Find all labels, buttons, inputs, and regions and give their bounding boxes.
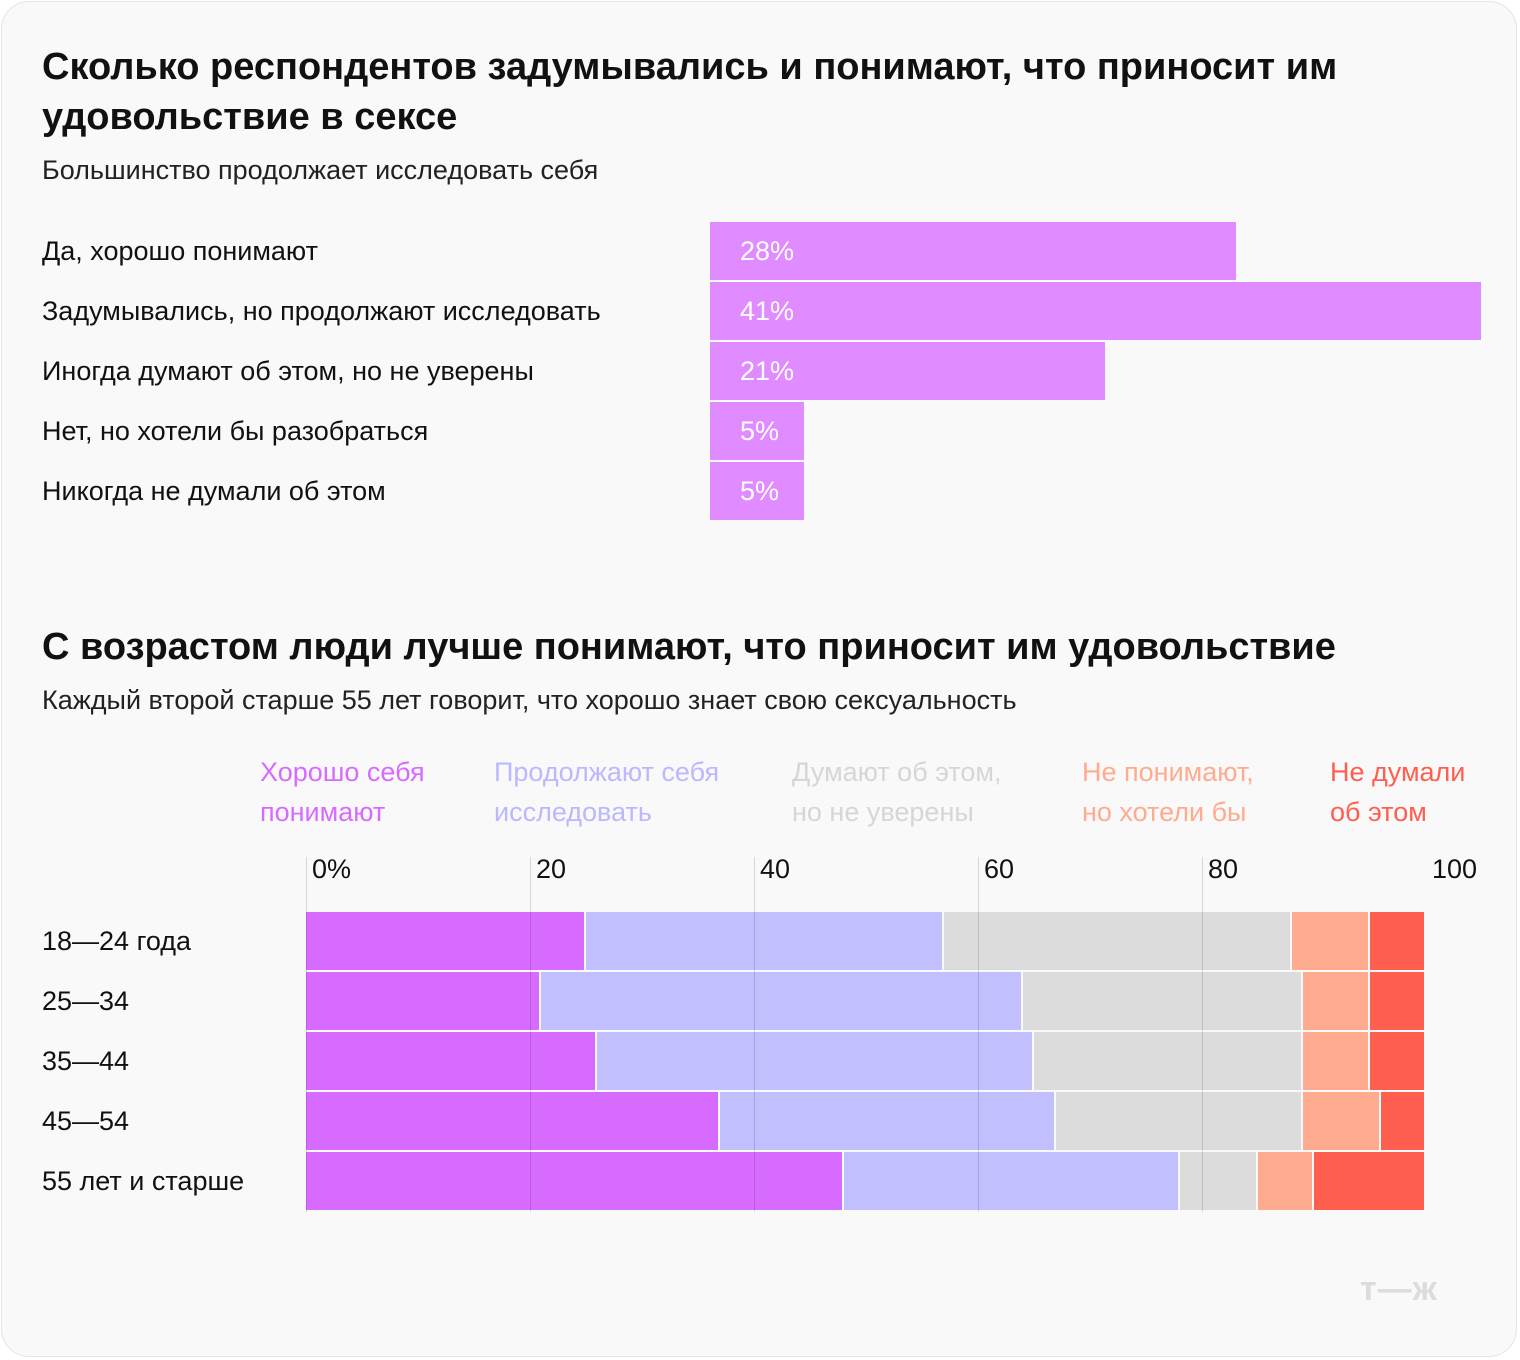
category-label: 35—44 [42,1046,130,1076]
legend-entry: Не думали об этом [1330,757,1466,827]
legend-entry: Хорошо себя понимают [260,757,425,827]
gridline [978,857,979,1212]
chart2-title: С возрастом люди лучше понимают, что при… [42,626,1336,668]
bar: 28% [710,222,1237,280]
data-label: 5% [740,476,780,506]
tick-label: 0% [312,854,352,884]
bar-segment [720,1092,1057,1150]
category-label: Нет, но хотели бы разобраться [42,416,429,446]
category-label: Иногда думают об этом, но не уверены [42,356,534,386]
gridline [1202,857,1203,1212]
bar-segment [1370,1032,1426,1090]
category-label: Никогда не думали об этом [42,476,386,506]
tick-label: 20 [536,854,567,884]
bar-segment [1381,1092,1426,1150]
bar-segment [1258,1152,1314,1210]
bar: 21% [710,342,1105,400]
chart1-subtitle: Большинство продолжает исследовать себя [42,155,599,185]
bar-segment [1056,1092,1303,1150]
bar-segment [843,1152,1180,1210]
tick-label: 80 [1208,854,1239,884]
category-label: 18—24 года [42,926,192,956]
chart2-subtitle: Каждый второй старше 55 лет говорит, что… [42,685,1017,715]
category-label: Задумывались, но продолжают исследовать [42,296,601,326]
bar: 5% [710,402,804,460]
bar-segment [1314,1152,1426,1210]
bar: 5% [710,462,804,520]
tzh-logo: т—ж [1360,1270,1438,1308]
category-label: 45—54 [42,1106,130,1136]
gridline [306,857,307,1212]
bar-segment [1022,972,1303,1030]
bar-segment [1291,912,1370,970]
category-label: 25—34 [42,986,130,1016]
bar-segment [306,1032,598,1090]
tick-label: 100 [1432,854,1478,884]
data-label: 5% [740,416,780,446]
tick-label: 60 [984,854,1015,884]
bar-segment [1302,1092,1382,1150]
bar-segment [1034,1032,1303,1090]
legend-entry: Не понимают, но хотели бы [1082,757,1254,827]
bar-segment [1302,972,1370,1030]
category-label: 55 лет и старше [42,1166,245,1196]
data-label: 41% [740,296,795,326]
bar-segment [306,1152,844,1210]
bar-segment [306,912,586,970]
bar-segment [1302,1032,1370,1090]
legend-entry: Продолжают себя исследовать [494,757,720,827]
tick-label: 40 [760,854,791,884]
bar-segment [1179,1152,1258,1210]
data-label: 21% [740,356,795,386]
bar-segment [944,912,1292,970]
bar-segment [306,972,542,1030]
gridline [530,857,531,1212]
legend-entry: Думают об этом, но не уверены [792,757,1002,827]
category-label: Да, хорошо понимают [42,236,318,266]
bar-segment [597,1032,1034,1090]
chart1-title: Сколько респондентов задумывались и пони… [42,46,1338,138]
gridline [754,857,755,1212]
bar-segment [1370,972,1426,1030]
data-label: 28% [740,236,795,266]
bar-segment [586,912,945,970]
bar: 41% [710,282,1481,340]
bar-segment [541,972,1023,1030]
bar-segment [1370,912,1426,970]
bar-segment [306,1092,721,1150]
